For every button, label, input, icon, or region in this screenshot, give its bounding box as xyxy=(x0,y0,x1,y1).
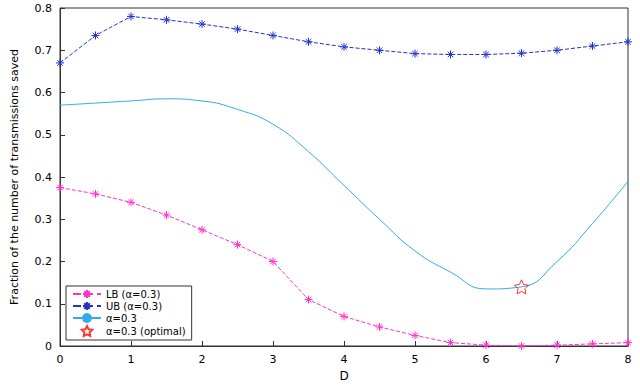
svg-text:Fraction of the number of tran: Fraction of the number of transmissions … xyxy=(8,49,21,305)
svg-text:0.7: 0.7 xyxy=(35,44,53,57)
svg-text:0.3: 0.3 xyxy=(35,213,53,226)
svg-text:0: 0 xyxy=(45,340,52,353)
svg-text:5: 5 xyxy=(412,353,419,366)
svg-text:LB (α=0.3): LB (α=0.3) xyxy=(106,289,160,300)
svg-text:7: 7 xyxy=(554,353,561,366)
svg-text:0.4: 0.4 xyxy=(35,171,53,184)
svg-text:0.6: 0.6 xyxy=(35,86,53,99)
svg-text:UB (α=0.3): UB (α=0.3) xyxy=(106,301,162,312)
svg-text:α=0.3 (optimal): α=0.3 (optimal) xyxy=(106,326,186,337)
svg-text:8: 8 xyxy=(625,353,632,366)
svg-text:D: D xyxy=(339,369,348,383)
svg-text:0.5: 0.5 xyxy=(35,128,53,141)
svg-text:0: 0 xyxy=(57,353,64,366)
svg-text:0.2: 0.2 xyxy=(35,255,53,268)
svg-text:4: 4 xyxy=(341,353,348,366)
svg-text:0.8: 0.8 xyxy=(35,2,53,15)
svg-text:α=0.3: α=0.3 xyxy=(106,313,137,324)
svg-text:2: 2 xyxy=(199,353,206,366)
svg-text:1: 1 xyxy=(128,353,135,366)
svg-text:3: 3 xyxy=(270,353,277,366)
svg-text:6: 6 xyxy=(483,353,490,366)
svg-text:0.1: 0.1 xyxy=(35,297,53,310)
